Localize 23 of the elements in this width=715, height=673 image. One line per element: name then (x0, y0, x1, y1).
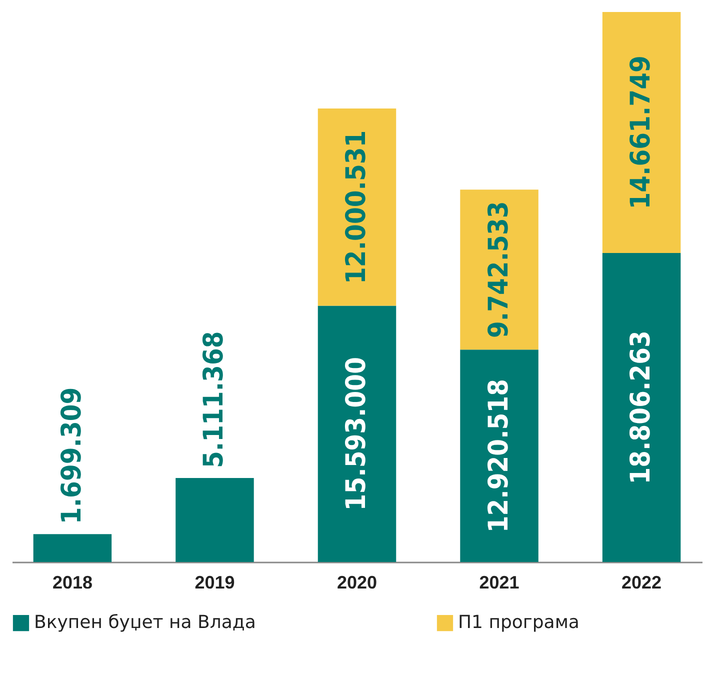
x-tick-label: 2022 (622, 572, 662, 592)
bar (318, 108, 396, 306)
data-label: 18.806.263 (626, 330, 657, 484)
bar (176, 478, 254, 562)
bar (318, 306, 396, 562)
x-tick-label: 2019 (194, 572, 235, 592)
bar (460, 350, 538, 562)
x-tick-label: 2021 (479, 572, 520, 592)
bar (602, 252, 681, 562)
bar (33, 534, 112, 562)
data-label: 9.742.533 (483, 201, 514, 338)
x-tick-label: 2020 (336, 572, 378, 592)
data-label: 5.111.368 (198, 331, 230, 468)
data-label: 14.661.749 (626, 56, 657, 210)
data-label: 12.000.531 (341, 130, 372, 284)
bar (460, 190, 538, 350)
legend-label: П1 програма (458, 612, 580, 633)
legend-label: Вкупен буџет на Влада (34, 612, 256, 633)
data-label: 15.593.000 (341, 357, 372, 511)
data-label: 12.920.518 (483, 379, 514, 533)
bar (602, 12, 681, 253)
data-label: 1.699.309 (56, 387, 88, 524)
x-tick-label: 2018 (52, 572, 92, 592)
